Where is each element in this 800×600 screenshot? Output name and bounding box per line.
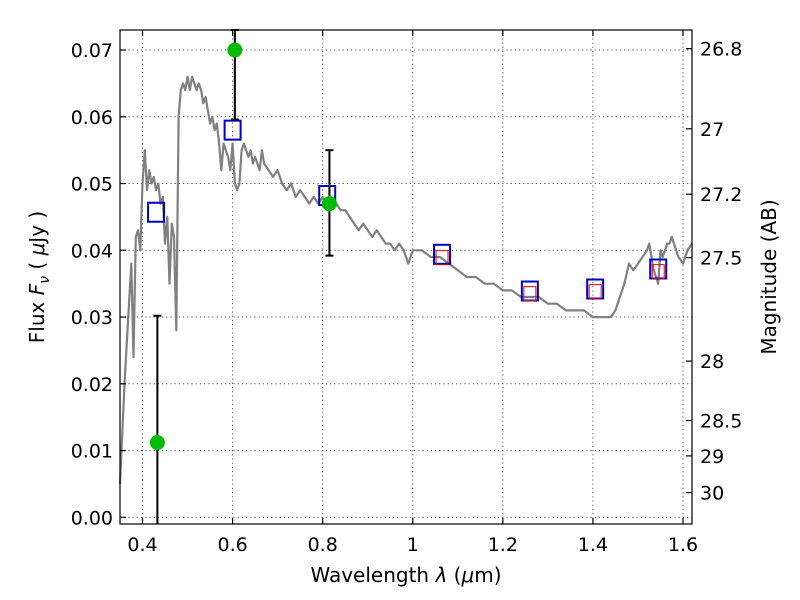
- y-tick-label: 0.04: [71, 240, 113, 262]
- y2-axis-label: Magnitude (AB): [757, 199, 781, 354]
- y-tick-label: 0.03: [71, 307, 113, 329]
- x-tick-label: 1.2: [488, 534, 518, 556]
- photometry-point: [321, 196, 337, 212]
- photometry-point: [149, 435, 165, 451]
- y2-tick-label: 28.5: [700, 411, 742, 433]
- grid-lines: [120, 30, 692, 524]
- y2-tick-label: 26.8: [700, 39, 742, 61]
- observed-square: [651, 264, 665, 280]
- x-tick-label: 1.4: [578, 534, 608, 556]
- observed-square: [588, 284, 602, 300]
- spectrum-line: [118, 75, 693, 484]
- axis-ticks: 0.4 0.6 0.8 1 1.2 1.4 1.6 0.00 0.01 0.02 0.03 0.04 0…: [71, 30, 742, 556]
- y-tick-label: 0.02: [71, 374, 113, 396]
- model-square: [223, 119, 242, 141]
- model-square: [147, 201, 166, 223]
- y2-tick-label: 30: [700, 483, 724, 505]
- plot-frame: [119, 29, 693, 525]
- y-tick-label: 0.00: [71, 507, 113, 529]
- y2-tick-label: 27.5: [700, 248, 742, 270]
- y-tick-label: 0.01: [71, 441, 113, 463]
- model-square: [433, 243, 452, 265]
- observed-square: [435, 250, 449, 266]
- y2-tick-label: 27.2: [700, 184, 742, 206]
- observed-square: [523, 286, 537, 302]
- x-tick-label: 1: [407, 534, 419, 556]
- y-tick-label: 0.06: [71, 107, 113, 129]
- x-tick-label: 1.6: [668, 534, 698, 556]
- y-tick-label: 0.07: [71, 40, 113, 62]
- x-tick-label: 0.8: [308, 534, 338, 556]
- y-tick-label: 0.05: [71, 174, 113, 196]
- x-tick-label: 0.4: [127, 534, 157, 556]
- photometry-point: [227, 42, 243, 58]
- y2-tick-label: 28: [700, 351, 724, 373]
- y2-tick-label: 27: [700, 119, 724, 141]
- y-axis-label: Flux Fν ( μJy ): [25, 211, 53, 343]
- y2-tick-label: 29: [700, 446, 724, 468]
- data-marks: [118, 29, 693, 524]
- x-tick-label: 0.6: [217, 534, 247, 556]
- x-axis-label: Wavelength λ (μm): [310, 563, 501, 587]
